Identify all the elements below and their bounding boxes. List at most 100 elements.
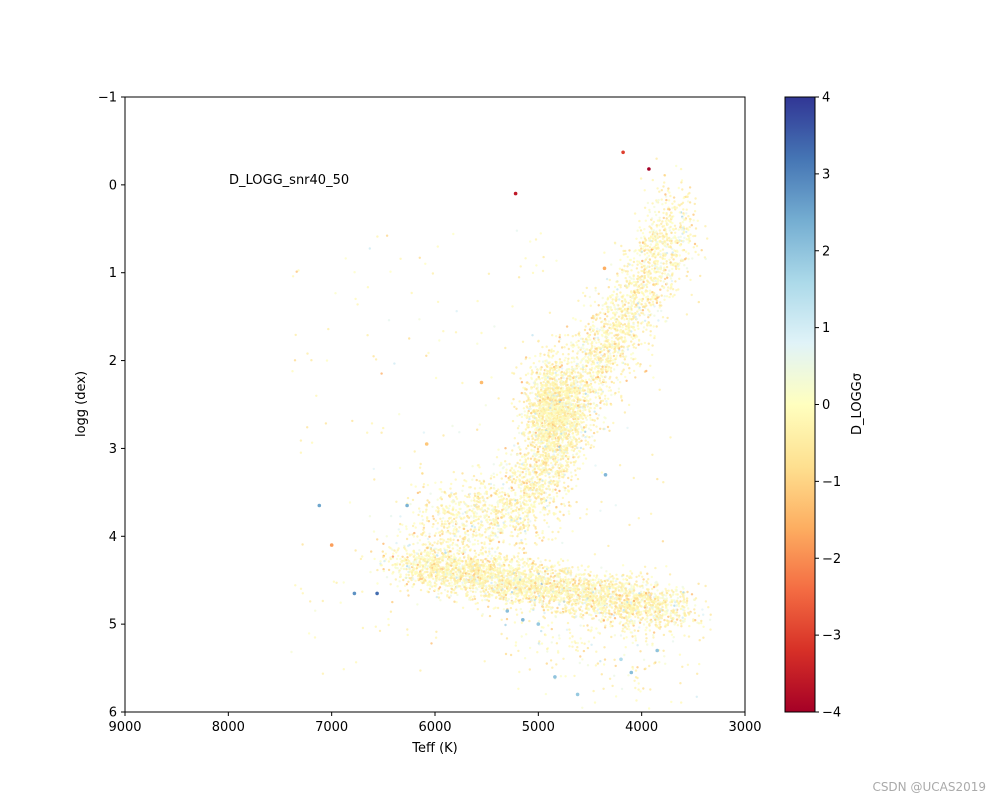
data-point [547,412,551,415]
data-point [605,333,608,336]
data-point [559,365,562,369]
data-point [663,266,666,269]
data-point [516,414,519,418]
data-point [630,277,633,280]
data-point [643,305,646,309]
data-point [471,598,474,601]
data-point [663,208,666,211]
data-point [527,411,530,415]
data-point [538,502,541,505]
data-point [687,252,690,255]
data-point [646,251,649,255]
data-point [641,247,645,251]
data-point [538,473,541,477]
data-point [519,377,522,380]
data-point [649,330,652,333]
data-point [545,439,549,443]
data-point [547,351,550,355]
data-point [632,316,635,320]
data-point [596,332,600,335]
data-point [656,219,660,222]
data-point [704,225,707,228]
data-point [604,343,607,347]
data-point [533,449,536,452]
data-point [551,445,554,448]
data-point [688,191,691,195]
data-point [557,373,560,377]
data-point [659,249,662,253]
data-point [593,354,596,357]
data-point [446,590,449,593]
data-point [563,346,566,349]
data-point [515,407,518,410]
data-point [543,353,546,356]
data-point [662,211,665,215]
data-point [577,346,580,349]
data-point [539,352,542,355]
data-point [604,319,607,322]
data-point [566,383,569,387]
data-point [658,623,661,626]
data-point [600,353,603,357]
data-point [649,243,653,246]
data-point [650,252,653,255]
data-point [618,321,622,325]
data-point [648,258,652,261]
data-point [580,439,583,442]
data-point [648,246,652,249]
data-point [654,259,658,262]
data-point [584,355,587,358]
data-point [625,315,628,318]
data-point [584,439,587,442]
data-point [561,353,565,356]
data-point [606,364,609,367]
data-point [596,361,599,364]
data-point [575,452,579,455]
data-point [516,442,520,445]
data-point [692,246,695,249]
data-point [683,258,687,261]
data-point [596,371,599,375]
data-point [688,220,692,223]
data-point [598,370,601,373]
data-point [601,371,604,375]
data-point [551,354,555,357]
data-point [692,234,695,238]
data-point [554,401,557,404]
data-point [617,390,620,394]
data-point [552,372,555,375]
data-point [606,356,609,359]
data-point [616,280,619,283]
data-point [550,429,553,432]
data-point [610,340,614,343]
data-point [670,216,673,220]
data-point [592,374,595,377]
data-point [671,295,675,298]
data-point [672,258,675,261]
data-point [668,229,672,232]
data-point [553,409,556,413]
data-point [531,334,534,337]
data-point [566,333,570,337]
data-point [558,419,562,422]
data-point [603,427,606,431]
data-point [671,267,674,271]
data-point [527,435,530,439]
data-point [618,324,621,327]
data-point [557,463,560,467]
data-point [555,475,558,478]
data-point [559,462,562,465]
data-point [680,181,683,184]
data-point [639,302,642,305]
data-point [537,339,540,342]
data-point [543,391,547,395]
data-point [520,413,523,416]
data-point [605,369,609,372]
data-point [609,317,613,321]
data-point [543,482,547,485]
data-point [512,398,515,401]
data-point [566,461,569,464]
data-point [521,340,525,343]
data-point [683,236,686,239]
data-point [637,277,640,280]
